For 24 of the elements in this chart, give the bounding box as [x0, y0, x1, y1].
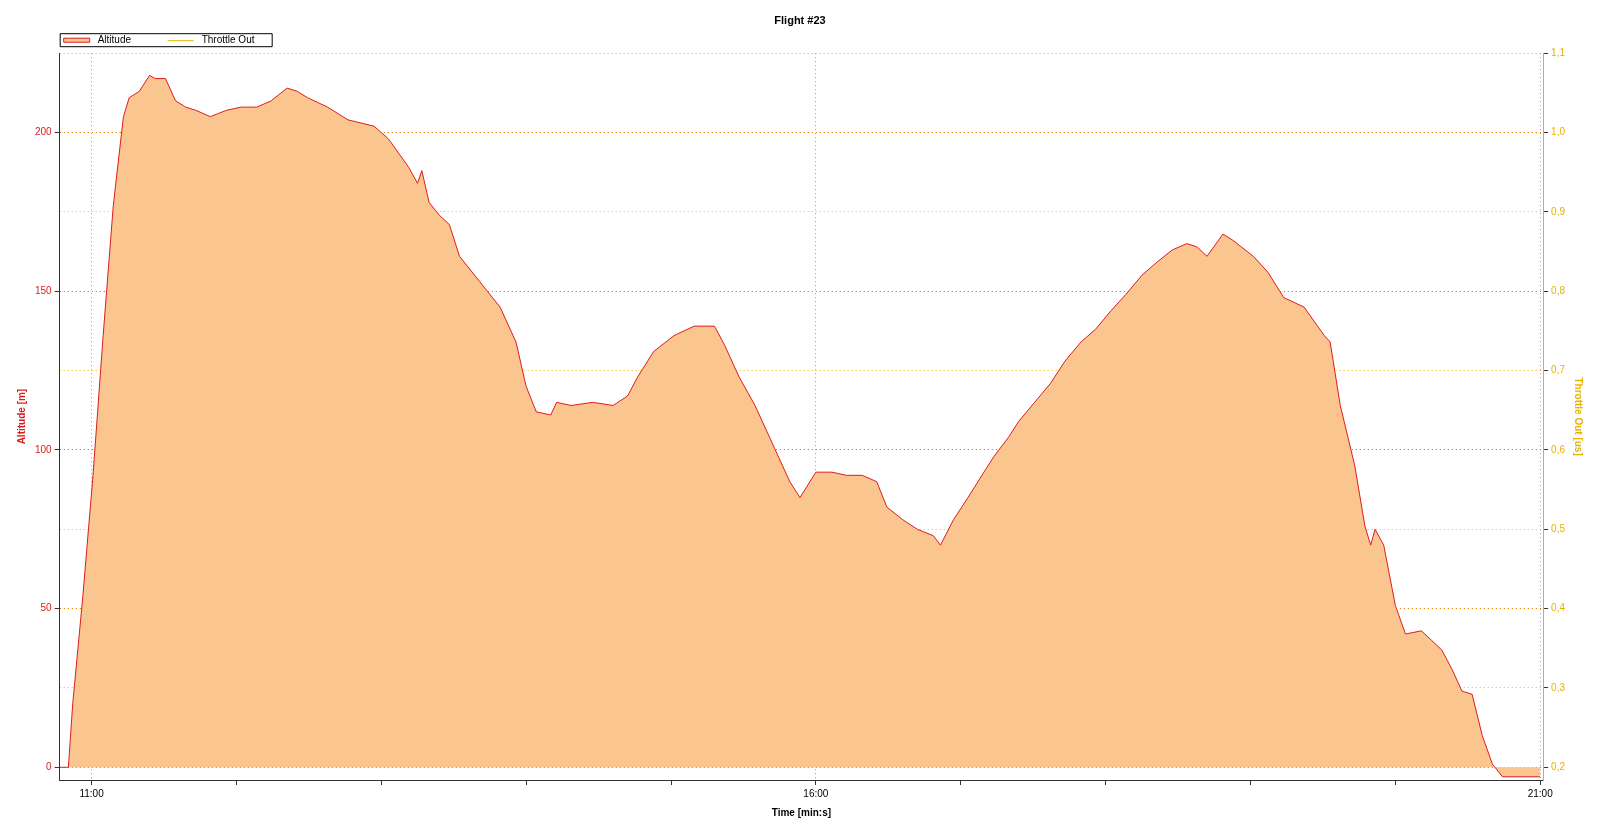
y2-tick-label: 1,1	[1551, 46, 1566, 58]
y2-axis-title: Throttle Out [us]	[1573, 377, 1585, 456]
x-axis-title: Time [min:s]	[771, 806, 832, 818]
legend-label: Throttle Out	[201, 34, 255, 46]
chart-title: Flight #23	[774, 13, 826, 26]
legend-label: Altitude	[97, 34, 132, 46]
y2-tick-label: 0,9	[1551, 205, 1566, 217]
y-tick-label: 50	[40, 602, 53, 614]
y2-tick-label: 0,3	[1551, 681, 1566, 693]
y2-tick-label: 1,0	[1551, 126, 1566, 138]
y2-tick-label: 0,2	[1551, 761, 1566, 773]
y-axis-title: Altitude [m]	[15, 388, 27, 445]
y2-tick-label: 0,4	[1551, 602, 1566, 614]
y-tick-label: 0	[46, 761, 53, 773]
x-tick-label: 21:00	[1527, 787, 1554, 799]
y-tick-label: 150	[35, 284, 53, 296]
y2-tick-label: 0,5	[1551, 523, 1566, 535]
y-tick-label: 100	[35, 443, 53, 455]
x-tick-label: 11:00	[79, 787, 105, 799]
y2-tick-label: 0,6	[1551, 443, 1566, 455]
y2-tick-label: 0,7	[1551, 364, 1566, 376]
y-tick-label: 200	[35, 126, 53, 138]
y2-tick-label: 0,8	[1551, 284, 1566, 296]
x-tick-label: 16:00	[803, 787, 829, 799]
